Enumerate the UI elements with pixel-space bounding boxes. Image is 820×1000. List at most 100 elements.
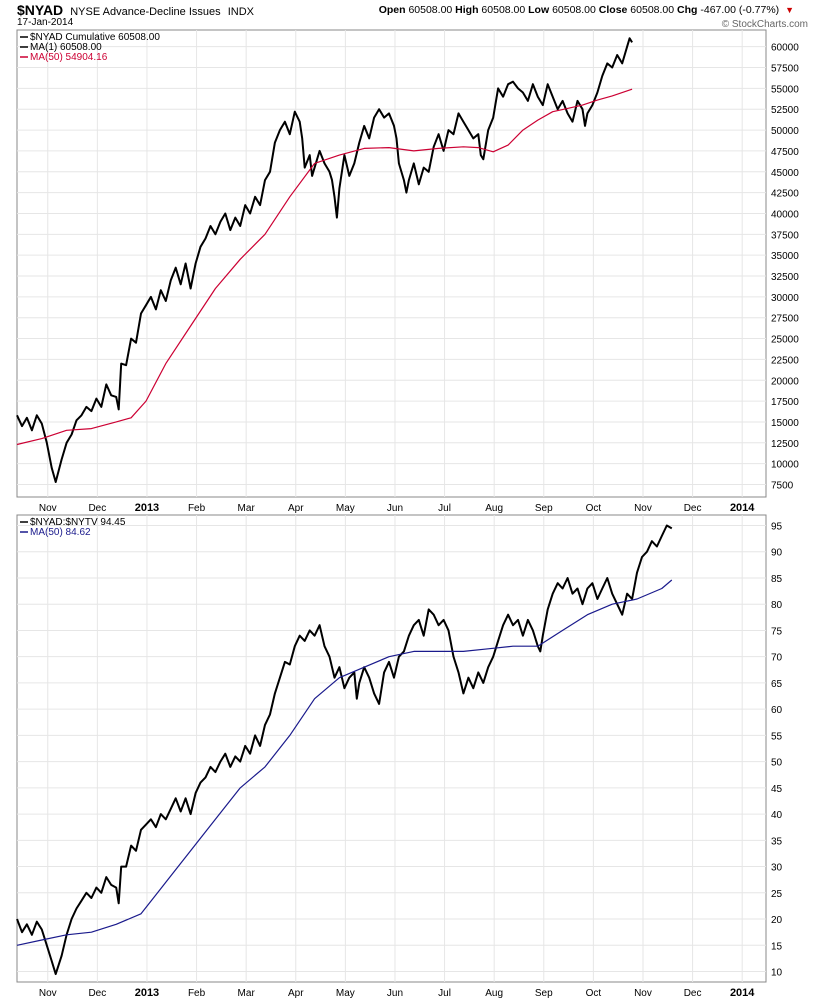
y-tick-label: 20 xyxy=(771,915,783,926)
y-tick-label: 70 xyxy=(771,653,783,664)
y-tick-label: 15 xyxy=(771,941,783,952)
x-tick-label: Sep xyxy=(535,503,553,514)
y-tick-label: 25000 xyxy=(771,335,799,346)
y-tick-label: 60 xyxy=(771,705,783,716)
y-tick-label: 42500 xyxy=(771,189,799,200)
y-tick-label: 10 xyxy=(771,968,783,979)
y-tick-label: 17500 xyxy=(771,397,799,408)
chg-value: -467.00 (-0.77%) xyxy=(700,4,780,16)
y-tick-label: 37500 xyxy=(771,230,799,241)
y-tick-label: 80 xyxy=(771,600,783,611)
y-tick-label: 47500 xyxy=(771,147,799,158)
ma50-line xyxy=(16,88,633,446)
y-tick-label: 50000 xyxy=(771,126,799,137)
close-label: Close xyxy=(598,4,628,16)
x-tick-label: Aug xyxy=(485,503,503,514)
y-tick-label: 35 xyxy=(771,836,783,847)
open-value: 60508.00 xyxy=(408,4,453,16)
x-tick-label: Dec xyxy=(684,988,702,999)
chart-panel-1: 10 15 20 25 30 35 40 45 50 55 60 65 70 75 80 85 90 95 Nov D… xyxy=(16,514,783,999)
legend-entry: MA(1) 60508.00 xyxy=(30,42,102,53)
chart-header: $NYAD NYSE Advance-Decline Issues INDX O… xyxy=(17,2,808,18)
ohlc-readout: Open 60508.00 High 60508.00 Low 60508.00… xyxy=(379,4,794,16)
y-tick-label: 45000 xyxy=(771,168,799,179)
close-value: 60508.00 xyxy=(630,4,675,16)
x-tick-label: Oct xyxy=(586,503,602,514)
x-tick-label: Dec xyxy=(88,988,106,999)
low-label: Low xyxy=(528,4,550,16)
x-tick-label: May xyxy=(336,503,355,514)
x-tick-label: Mar xyxy=(238,988,256,999)
index-name: NYSE Advance-Decline Issues xyxy=(70,6,221,18)
down-arrow-icon[interactable]: ▼ xyxy=(785,5,794,15)
low-value: 60508.00 xyxy=(552,4,596,16)
chart-subheader: 17-Jan-2014 © StockCharts.com xyxy=(17,17,808,31)
exchange-label: INDX xyxy=(227,6,254,18)
brand-label: © StockCharts.com xyxy=(721,19,808,30)
x-tick-label: Jul xyxy=(438,503,451,514)
y-tick-label: 90 xyxy=(771,548,783,559)
high-label: High xyxy=(455,4,479,16)
x-tick-label: May xyxy=(336,988,355,999)
y-tick-label: 30 xyxy=(771,863,783,874)
x-tick-label: 2014 xyxy=(730,502,755,514)
legend-entry: MA(50) 84.62 xyxy=(30,527,91,538)
y-tick-label: 55000 xyxy=(771,84,799,95)
y-tick-label: 32500 xyxy=(771,272,799,283)
x-tick-label: Dec xyxy=(684,503,702,514)
y-tick-label: 35000 xyxy=(771,251,799,262)
price-line xyxy=(16,37,633,483)
x-tick-label: Nov xyxy=(39,503,57,514)
y-tick-label: 25 xyxy=(771,889,783,900)
y-tick-label: 40 xyxy=(771,810,783,821)
y-tick-label: 22500 xyxy=(771,355,799,366)
x-tick-label: Nov xyxy=(634,503,652,514)
y-tick-label: 40000 xyxy=(771,209,799,220)
x-tick-label: Jul xyxy=(438,988,451,999)
y-tick-label: 55 xyxy=(771,731,783,742)
open-label: Open xyxy=(378,4,406,16)
y-tick-label: 20000 xyxy=(771,376,799,387)
y-tick-label: 15000 xyxy=(771,418,799,429)
x-tick-label: Oct xyxy=(586,988,602,999)
x-tick-label: Nov xyxy=(634,988,652,999)
x-tick-label: Aug xyxy=(485,988,503,999)
y-tick-label: 75 xyxy=(771,626,783,637)
price-line xyxy=(16,524,673,976)
x-tick-label: Feb xyxy=(188,503,206,514)
chart-date: 17-Jan-2014 xyxy=(17,17,74,28)
x-tick-label: Sep xyxy=(535,988,553,999)
symbol-label: $NYAD xyxy=(17,2,64,18)
legend-entry: $NYAD:$NYTV 94.45 xyxy=(30,517,126,528)
x-tick-label: Dec xyxy=(88,503,106,514)
ma50-line xyxy=(16,579,673,946)
y-tick-label: 50 xyxy=(771,758,783,769)
x-tick-label: 2013 xyxy=(135,987,159,999)
legend-entry: $NYAD Cumulative 60508.00 xyxy=(30,32,160,43)
x-tick-label: Apr xyxy=(288,988,304,999)
y-tick-label: 85 xyxy=(771,574,783,585)
y-tick-label: 60000 xyxy=(771,43,799,54)
y-tick-label: 7500 xyxy=(771,480,794,491)
y-tick-label: 52500 xyxy=(771,105,799,116)
x-tick-label: Feb xyxy=(188,988,206,999)
legend-entry: MA(50) 54904.16 xyxy=(30,52,108,63)
x-tick-label: Nov xyxy=(39,988,57,999)
x-tick-label: Jun xyxy=(387,503,403,514)
y-tick-label: 57500 xyxy=(771,64,799,75)
high-value: 60508.00 xyxy=(481,4,526,16)
x-tick-label: Mar xyxy=(238,503,256,514)
x-tick-label: 2014 xyxy=(730,987,755,999)
y-tick-label: 65 xyxy=(771,679,783,690)
x-tick-label: Jun xyxy=(387,988,403,999)
y-tick-label: 10000 xyxy=(771,460,799,471)
y-tick-label: 30000 xyxy=(771,293,799,304)
y-tick-label: 45 xyxy=(771,784,783,795)
plot-area xyxy=(16,514,767,983)
y-tick-label: 27500 xyxy=(771,314,799,325)
chg-label: Chg xyxy=(677,4,698,16)
y-tick-label: 12500 xyxy=(771,439,799,450)
y-tick-label: 95 xyxy=(771,521,783,532)
x-tick-label: 2013 xyxy=(135,502,159,514)
